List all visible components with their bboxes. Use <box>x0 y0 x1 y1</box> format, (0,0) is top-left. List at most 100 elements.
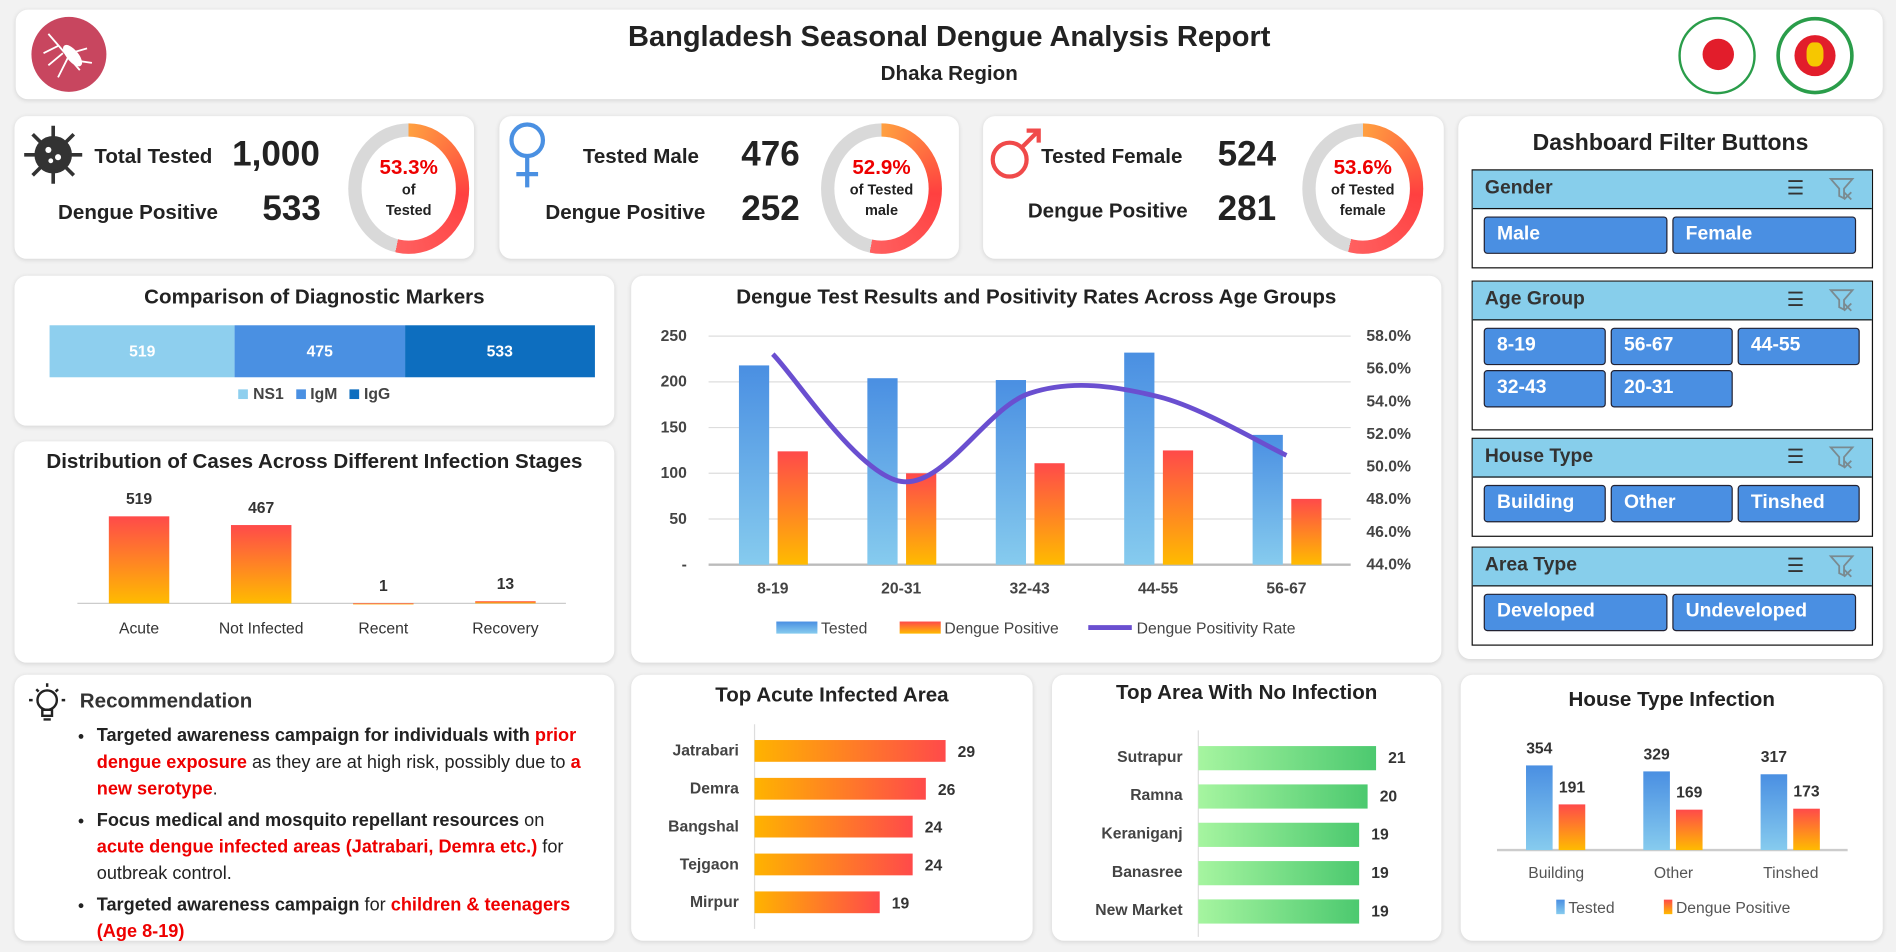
y2-tick-label: 48.0% <box>1366 491 1411 508</box>
donut-caption: of <box>401 181 416 199</box>
virus-icon <box>24 125 83 184</box>
filter-button-20-31[interactable]: 20-31 <box>1610 370 1733 408</box>
y-tick-label: 100 <box>661 465 687 482</box>
positive-bar <box>1291 498 1322 565</box>
male-symbol-icon <box>990 128 1041 179</box>
clear-filter-icon[interactable] <box>1828 444 1855 471</box>
data-label: 354 <box>1526 740 1552 757</box>
chart-title: Dengue Test Results and Positivity Rates… <box>736 285 1337 309</box>
multi-select-icon[interactable]: ☰ <box>1786 447 1805 468</box>
filter-button-tinshed[interactable]: Tinshed <box>1737 484 1860 523</box>
female-positivity-donut: 53.6% of Tested female <box>1302 123 1424 254</box>
female-dengue-positive-value: 281 <box>1217 189 1277 229</box>
y-tick-label: Sutrapur <box>1117 749 1182 766</box>
positive-bar <box>1675 809 1703 851</box>
x-tick-label: 56-67 <box>1266 581 1306 598</box>
filter-group-house-type: House Type ☰ Building Other Tinshed <box>1471 437 1874 537</box>
age-group-chart: - 50 100 150 200 250 44.0% 46.0% 48.0% 50.0% 52.0%… <box>661 328 1411 638</box>
area-bar <box>754 740 946 762</box>
recommendation-card: Recommendation Targeted awareness campai… <box>14 674 615 942</box>
filter-button-56-67[interactable]: 56-67 <box>1610 327 1733 366</box>
data-label: 317 <box>1761 749 1787 766</box>
multi-select-icon[interactable]: ☰ <box>1786 290 1805 311</box>
recommendation-text: . <box>212 778 218 800</box>
area-bar <box>754 853 913 876</box>
recommendation-list: Targeted awareness campaign for individu… <box>97 723 595 950</box>
x-tick-label: 20-31 <box>881 581 921 598</box>
filter-button-developed[interactable]: Developed <box>1483 593 1668 632</box>
recommendation-text: Targeted awareness campaign for individu… <box>96 725 535 747</box>
filter-title: Age Group <box>1484 288 1585 310</box>
x-tick-label: 32-43 <box>1010 581 1050 598</box>
filter-button-other[interactable]: Other <box>1610 484 1733 523</box>
lightbulb-icon <box>29 683 66 721</box>
data-label: 21 <box>1388 750 1406 767</box>
legend-swatch <box>899 621 941 634</box>
x-tick-label: Recent <box>358 621 408 638</box>
positive-bar <box>1793 808 1820 851</box>
data-label: 26 <box>938 782 956 799</box>
tested-bar <box>1252 434 1283 565</box>
legend-swatch <box>1663 899 1673 915</box>
page-title: Bangladesh Seasonal Dengue Analysis Repo… <box>628 20 1271 54</box>
recommendation-title: Recommendation <box>79 689 253 713</box>
positivity-rate-line <box>771 352 1288 484</box>
top-acute-area-card: Top Acute Infected Area Jatrabari 29 Demra… <box>631 674 1033 941</box>
tested-female-label: Tested Female <box>1041 145 1183 169</box>
filter-button-building[interactable]: Building <box>1483 484 1606 523</box>
tested-bar <box>1526 765 1553 851</box>
data-label: 467 <box>248 500 274 517</box>
dghs-emblem <box>1678 16 1756 95</box>
multi-select-icon[interactable]: ☰ <box>1786 178 1805 200</box>
y-tick-label: New Market <box>1095 902 1183 919</box>
clear-filter-icon[interactable] <box>1828 553 1855 580</box>
marker-bar-ns1: 519 <box>49 325 235 378</box>
dengue-positive-value: 533 <box>262 189 321 229</box>
clear-filter-icon[interactable] <box>1828 175 1855 202</box>
filter-button-44-55[interactable]: 44-55 <box>1737 327 1860 366</box>
filter-button-female[interactable]: Female <box>1672 216 1857 254</box>
female-dengue-positive-label: Dengue Positive <box>1027 199 1188 223</box>
infection-stages-card: Distribution of Cases Across Different I… <box>14 441 615 663</box>
male-positivity-donut: 52.9% of Tested male <box>821 123 942 254</box>
female-symbol-icon <box>509 122 546 188</box>
clear-filter-icon[interactable] <box>1828 287 1855 314</box>
header-card: Bangladesh Seasonal Dengue Analysis Repo… <box>15 9 1883 100</box>
filter-button-8-19[interactable]: 8-19 <box>1483 327 1606 366</box>
area-bar <box>1198 899 1360 924</box>
no-infection-area-chart: Sutrapur 21 Ramna 20 Keraniganj 19 Banasree 19 N… <box>1095 730 1406 937</box>
filter-button-undeveloped[interactable]: Undeveloped <box>1672 593 1857 632</box>
x-tick-label: 44-55 <box>1138 581 1178 598</box>
y-tick-label: - <box>682 557 687 574</box>
total-tested-label: Total Tested <box>94 145 213 169</box>
y-tick-label: Bangshal <box>668 818 739 835</box>
data-label: 29 <box>958 744 976 761</box>
recommendation-text: for outbreak control. <box>96 836 564 884</box>
stage-bar <box>475 601 536 604</box>
data-label: 19 <box>892 895 910 912</box>
area-bar <box>754 815 913 838</box>
tested-female-value: 524 <box>1217 135 1277 175</box>
legend-item: NS1 <box>238 385 284 403</box>
filter-button-32-43[interactable]: 32-43 <box>1483 370 1606 408</box>
tested-male-label: Tested Male <box>582 145 699 169</box>
area-bar <box>1198 861 1360 886</box>
legend-label: Dengue Positive <box>944 621 1059 638</box>
recommendation-item: Focus medical and mosquito repellant res… <box>97 808 595 888</box>
legend-label: Dengue Positivity Rate <box>1137 621 1296 638</box>
donut-caption: of Tested <box>849 181 914 199</box>
area-bar <box>1198 746 1377 771</box>
chart-title: Top Acute Infected Area <box>715 683 949 707</box>
chart-title: Distribution of Cases Across Different I… <box>46 449 583 473</box>
recommendation-text: on <box>519 810 545 831</box>
multi-select-icon[interactable]: ☰ <box>1786 556 1805 577</box>
filter-button-male[interactable]: Male <box>1483 216 1668 254</box>
positivity-percent: 53.3% <box>379 155 438 179</box>
filter-header: Area Type ☰ <box>1472 547 1872 587</box>
area-bar <box>754 777 926 800</box>
filter-header: Gender ☰ <box>1472 170 1872 210</box>
positive-bar <box>906 473 937 565</box>
x-tick-label: 8-19 <box>757 581 789 598</box>
data-label: 19 <box>1371 903 1389 920</box>
